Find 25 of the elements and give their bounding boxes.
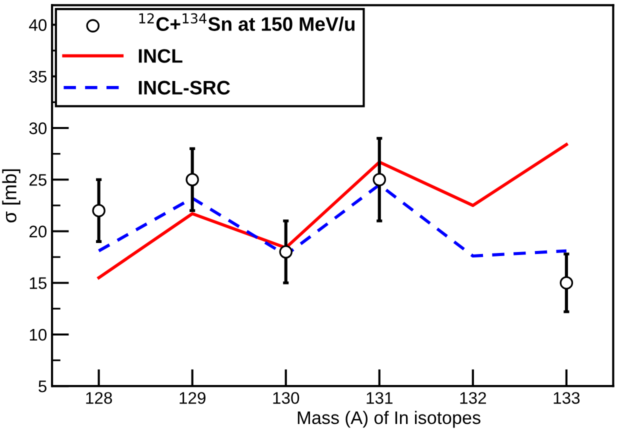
legend-label: $^{12}$C+$^{134}$Sn at 150 MeV/u xyxy=(139,13,354,32)
y-tick-label: 20 xyxy=(29,226,47,238)
y-tick-label: 25 xyxy=(29,174,46,186)
y-tick-label: 10 xyxy=(30,328,47,341)
x-tick-label: 129 xyxy=(180,392,206,404)
point xyxy=(186,172,199,186)
legend-label: INCL xyxy=(138,49,182,63)
y-tick-label: 30 xyxy=(29,122,47,134)
x-tick-label: 128 xyxy=(86,392,112,404)
point xyxy=(560,276,574,290)
point xyxy=(372,172,386,186)
y-tick-label: 35 xyxy=(29,70,46,83)
y-tick-label: 15 xyxy=(30,277,46,290)
y-tick-label: 5 xyxy=(38,380,46,392)
y-axis-title: σ [mb] xyxy=(2,169,20,222)
x-tick-label: 130 xyxy=(273,392,300,404)
line-series xyxy=(97,142,568,280)
x-tick-label: 131 xyxy=(366,392,392,404)
y-tick-label: 40 xyxy=(29,19,47,31)
x-axis-title: Mass (A) of In isotopes xyxy=(298,410,480,428)
x-tick-label: 132 xyxy=(460,392,486,404)
point xyxy=(279,245,293,259)
point xyxy=(92,204,106,218)
x-tick-label: 133 xyxy=(554,392,580,404)
legend-label: INCL-SRC xyxy=(138,80,230,95)
